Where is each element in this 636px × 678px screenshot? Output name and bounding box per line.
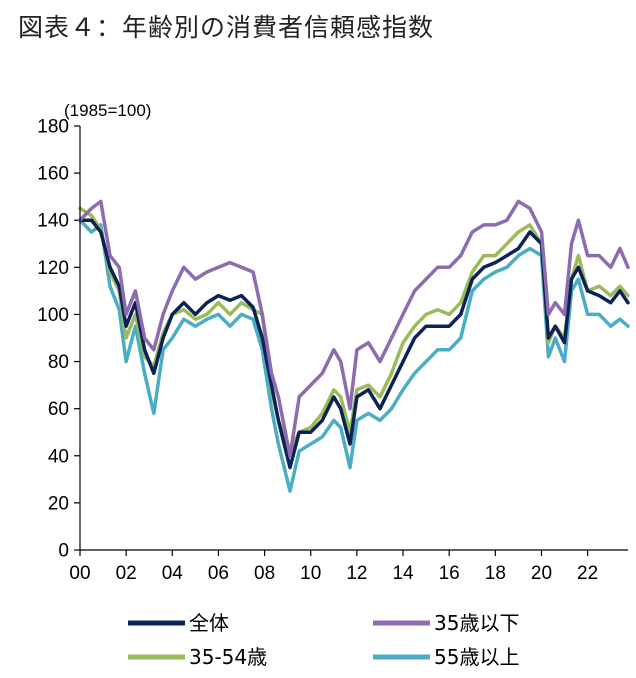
x-tick-label: 06 xyxy=(208,563,229,584)
y-tick-label: 160 xyxy=(37,164,69,185)
x-tick-label: 18 xyxy=(485,563,506,584)
unit-label: (1985=100) xyxy=(64,101,151,120)
series-line-under-35 xyxy=(78,199,630,458)
y-tick-label: 100 xyxy=(37,305,69,326)
x-tick-label: 12 xyxy=(346,563,367,584)
x-tick-label: 04 xyxy=(162,563,184,584)
chart-title: 図表４：年齢別の消費者信頼感指数 xyxy=(18,13,435,42)
legend-label-all: 全体 xyxy=(189,611,229,635)
y-tick-label: 40 xyxy=(48,446,69,467)
y-tick-label: 20 xyxy=(48,493,69,514)
x-tick-label: 00 xyxy=(69,563,90,584)
x-tick-label: 22 xyxy=(577,563,598,584)
y-tick-label: 80 xyxy=(48,352,69,373)
x-tick-label: 08 xyxy=(254,563,275,584)
x-tick-label: 02 xyxy=(116,563,137,584)
y-tick-label: 180 xyxy=(37,117,69,138)
series-line-all xyxy=(78,218,630,470)
legend-label-over-55: 55歳以上 xyxy=(434,645,519,669)
x-tick-label: 10 xyxy=(300,563,321,584)
series-line-over-55 xyxy=(78,218,630,493)
x-tick-label: 20 xyxy=(531,563,552,584)
x-tick-label: 14 xyxy=(392,563,414,584)
x-tick-label: 16 xyxy=(439,563,460,584)
legend-label-age-35-54: 35-54歳 xyxy=(189,645,267,669)
y-tick-label: 140 xyxy=(37,211,69,232)
y-tick-label: 60 xyxy=(48,399,69,420)
legend-label-under-35: 35歳以下 xyxy=(434,611,519,635)
y-tick-label: 120 xyxy=(37,258,69,279)
y-tick-label: 0 xyxy=(58,541,69,562)
